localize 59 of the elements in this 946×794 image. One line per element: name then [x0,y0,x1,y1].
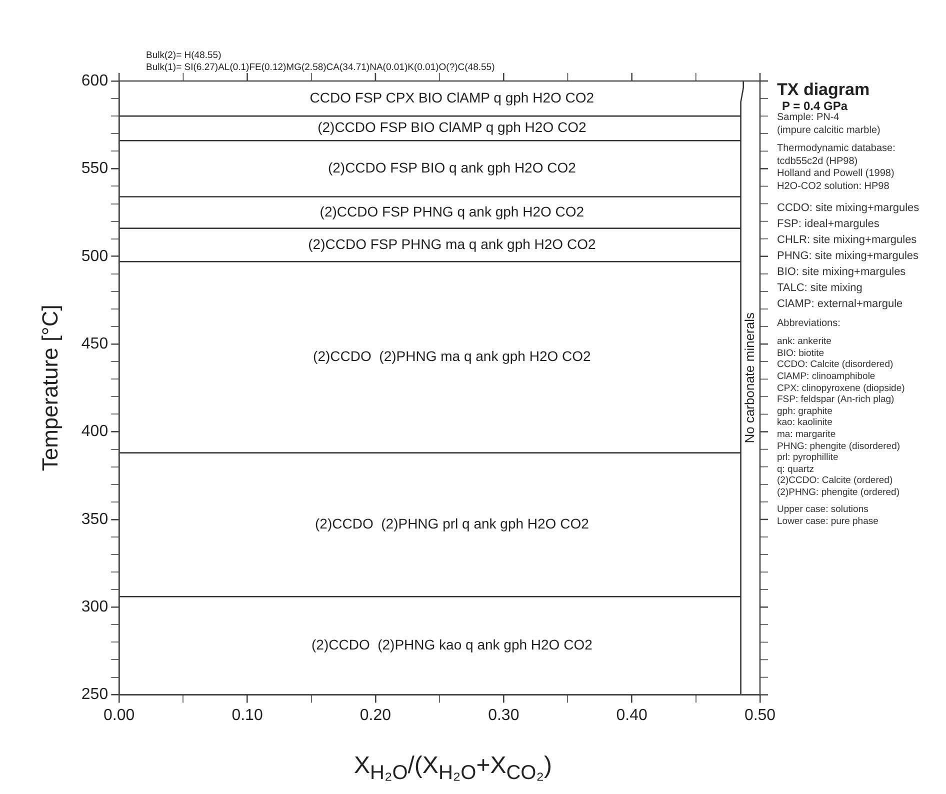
text: BIO: biotite [777,348,825,360]
text: ClAMP: clinoamphibole [777,370,876,383]
text: q: quartz [777,464,815,476]
x-tick-label: 0.00 [104,706,135,724]
annotation: (2)CCDO FSP BIO q ank gph H2O CO2 [328,160,576,176]
text: CPX: clinopyroxene (diopside) [777,382,906,394]
text: Bulk(2)= H(48.55) [146,50,222,62]
text: tcdb55c2d (HP98) [777,156,859,168]
annotation: (2)CCDO (2)PHNG ma q ank gph H2O CO2 [313,348,592,364]
annotation: (2)CCDO (2)PHNG prl q ank gph H2O CO2 [315,516,590,532]
text: gph: graphite [777,406,834,418]
text: PHNG: phengite (disordered) [777,440,902,452]
text: BIO: site mixing+margules [777,264,907,280]
text: Lower case: pure phase [777,516,880,528]
annotation: No carbonate minerals [742,312,757,444]
x-tick-label: 0.10 [232,706,263,724]
y-axis-title: Temperature [°C] [37,304,62,472]
text: ank: ankerite [777,336,832,348]
text: prl: pyrophillite [777,452,840,464]
text: Thermodynamic database: [777,143,896,156]
text: (2)PHNG: phengite (ordered) [777,486,900,498]
x-tick-label: 0.40 [616,706,648,724]
text: Upper case: solutions [777,504,870,516]
y-tick-label: 250 [81,686,108,704]
y-tick-label: 450 [81,335,108,352]
y-tick-label: 350 [81,510,108,528]
annotation: (2)CCDO FSP BIO ClAMP q gph H2O CO2 [318,119,586,136]
text: FSP: ideal+margules [777,216,880,232]
y-tick-label: 600 [81,72,108,90]
text: ma: margarite [777,428,837,440]
x-tick-label: 0.50 [744,706,776,724]
text: PHNG: site mixing+margules [777,248,920,264]
annotation: (2)CCDO (2)PHNG kao q ank gph H2O CO2 [311,636,593,653]
text: CCDO: site mixing+margules [777,200,920,216]
y-tick-label: 550 [81,160,108,178]
x-tick-label: 0.30 [488,706,520,724]
annotation: (2)CCDO FSP PHNG q ank gph H2O CO2 [320,203,584,220]
text: Bulk(1)= SI(6.27)AL(0.1)FE(0.12)MG(2.58)CA(34.71)NA(0.01)K(0.01)O(?)C(48.55) [146,62,495,74]
text: (2)CCDO: Calcite (ordered) [777,475,894,487]
y-tick-label: 300 [81,598,108,616]
y-tick-label: 400 [81,423,108,440]
text: (impure calcitic marble) [777,124,882,138]
text: TX diagram [777,80,870,100]
text: CHLR: site mixing+margules [777,232,918,248]
annotation: CCDO FSP CPX BIO ClAMP q gph H2O CO2 [310,89,594,106]
text: kao: kaolinite [777,417,834,429]
x-tick-label: 0.20 [360,706,392,724]
y-tick-label: 500 [81,248,108,265]
text: CCDO: Calcite (disordered) [777,359,894,371]
annotation: (2)CCDO FSP PHNG ma q ank gph H2O CO2 [308,236,596,252]
text: Holland and Powell (1998) [777,168,896,181]
text: Sample: PN-4 [777,112,840,125]
x-axis-title: X$_{H₂O}$/(X$_{H₂O}$+X$_{CO₂}$) [352,752,553,785]
text: TALC: site mixing [777,280,864,296]
text: FSP: feldspar (An-rich plag) [777,394,896,406]
text: H2O-CO2 solution: HP98 [777,180,890,194]
text: P = 0.4 GPa [782,99,848,113]
text: Abbreviations: [777,318,842,330]
text: ClAMP: external+margule [777,296,904,312]
